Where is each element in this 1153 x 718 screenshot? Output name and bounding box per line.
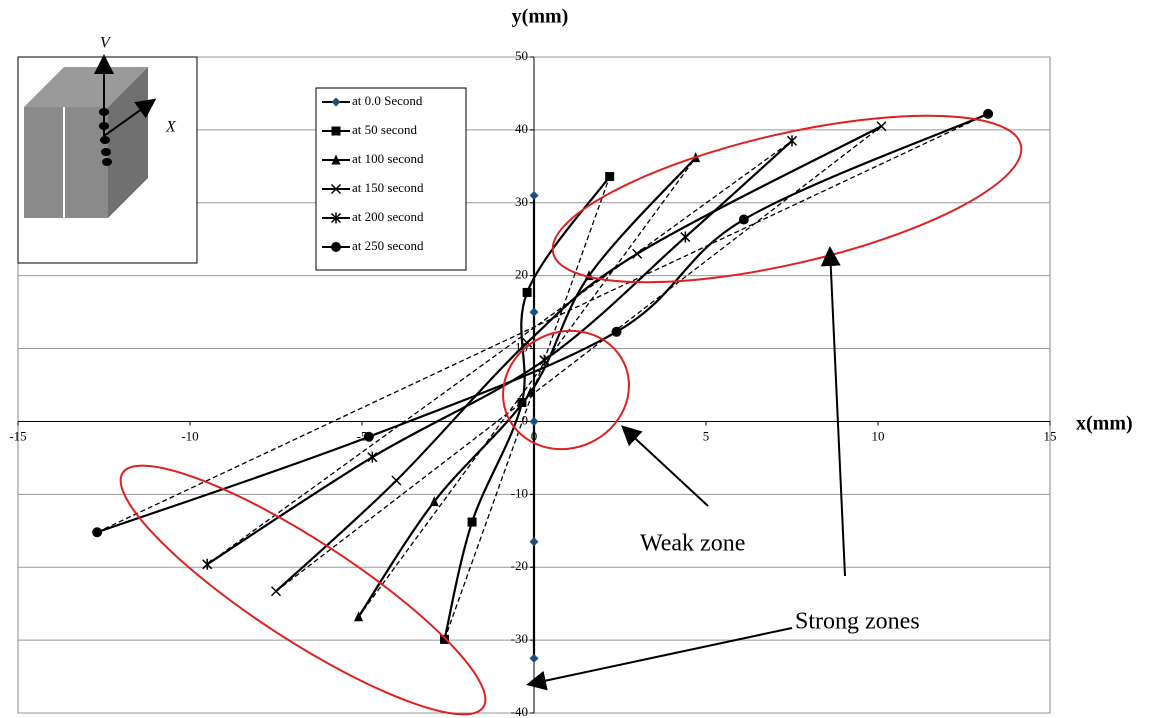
marker [612, 327, 622, 337]
marker [203, 559, 212, 570]
trend-line [207, 141, 792, 564]
marker [272, 587, 281, 596]
arrow [530, 628, 792, 684]
marker [681, 232, 690, 243]
y-tick-label: 40 [515, 121, 528, 136]
block-front [24, 107, 108, 218]
marker [523, 288, 532, 297]
y-axis-title: y(mm) [512, 6, 569, 28]
marker [530, 308, 539, 317]
x-tick-label: 10 [872, 428, 885, 443]
x-axis-title: x(mm) [1076, 413, 1133, 435]
trend-line [97, 114, 988, 532]
zone-ellipse [483, 310, 648, 469]
marker [530, 654, 539, 663]
arrow [830, 250, 845, 576]
y-tick-label: 50 [515, 48, 528, 63]
x-tick-label: -10 [181, 428, 198, 443]
marker [368, 452, 377, 463]
zone-ellipse [95, 431, 510, 718]
marker [392, 476, 401, 485]
marker [468, 518, 477, 527]
legend-label: at 0.0 Second [352, 93, 423, 108]
marker [331, 242, 341, 252]
marker [332, 127, 341, 136]
legend-label: at 150 second [352, 180, 424, 195]
marker [364, 432, 374, 442]
y-tick-label: -20 [511, 558, 528, 573]
y-tick-label: -40 [511, 704, 528, 718]
marker [739, 215, 749, 225]
marker [530, 537, 539, 546]
x-tick-label: 15 [1044, 428, 1057, 443]
marker [983, 109, 993, 119]
annotation: Weak zone [640, 531, 745, 557]
inset-v: V [100, 35, 112, 52]
legend-label: at 100 second [352, 151, 424, 166]
inset: V X [18, 35, 197, 263]
marker [788, 135, 797, 146]
y-tick-label: -10 [511, 485, 528, 500]
y-tick-label: 20 [515, 267, 528, 282]
inset-x: X [165, 119, 177, 136]
legend-label: at 200 second [352, 209, 424, 224]
marker [633, 249, 642, 258]
marker [530, 417, 539, 426]
annotation: Strong zones [795, 609, 920, 635]
legend-label: at 50 second [352, 122, 417, 137]
y-tick-label: -30 [511, 631, 528, 646]
marker [530, 191, 539, 200]
marker [440, 635, 449, 644]
trend-lines [97, 114, 988, 640]
marker [92, 527, 102, 537]
marker [605, 172, 614, 181]
x-tick-label: -15 [9, 428, 26, 443]
y-tick-label: 30 [515, 194, 528, 209]
chart: -40-30-20-1001020304050-15-10-5051015 V … [0, 0, 1153, 718]
legend-label: at 250 second [352, 238, 424, 253]
x-tick-label: 5 [703, 428, 710, 443]
